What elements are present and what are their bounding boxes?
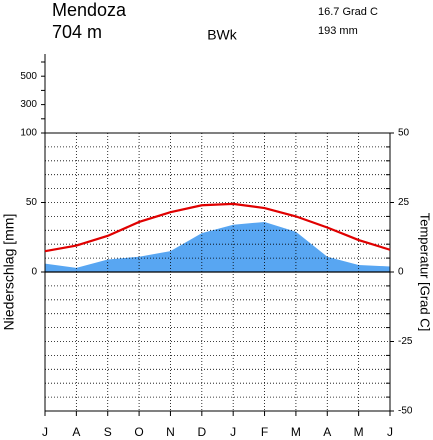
altitude: 704 m [52,22,102,42]
y-tick-label: 0 [31,267,37,278]
precipitation-area [45,221,390,272]
x-tick-label: J [230,425,236,439]
x-tick-label: A [72,425,80,439]
y2-axis-label: Temperatur [Grad C] [418,213,433,332]
x-tick-label: O [134,425,143,439]
y-tick-label: 300 [20,99,37,110]
x-tick-label: M [354,425,364,439]
x-tick-label: J [42,425,48,439]
y2-tick-label: 50 [398,128,410,139]
y-tick-label: 100 [20,128,37,139]
temperature-line [44,202,391,253]
mean-temperature: 16.7 Grad C [318,6,378,18]
x-tick-label: F [261,425,268,439]
chart-title: Mendoza [52,0,127,20]
x-tick-label: M [291,425,301,439]
x-tick-label: S [104,425,112,439]
y-axis-label: Niederschlag [mm] [1,214,17,331]
y2-tick-label: 25 [398,197,410,208]
x-tick-label: A [323,425,331,439]
y-tick-label: 500 [20,71,37,82]
y2-tick-label: -50 [398,406,413,417]
y2-tick-label: 0 [398,267,404,278]
annual-precipitation: 193 mm [318,25,358,37]
y2-tick-label: -25 [398,336,413,347]
x-tick-label: J [387,425,393,439]
x-tick-label: D [197,425,206,439]
y-tick-label: 50 [26,197,38,208]
climate-class: BWk [207,27,238,43]
x-tick-label: N [166,425,175,439]
